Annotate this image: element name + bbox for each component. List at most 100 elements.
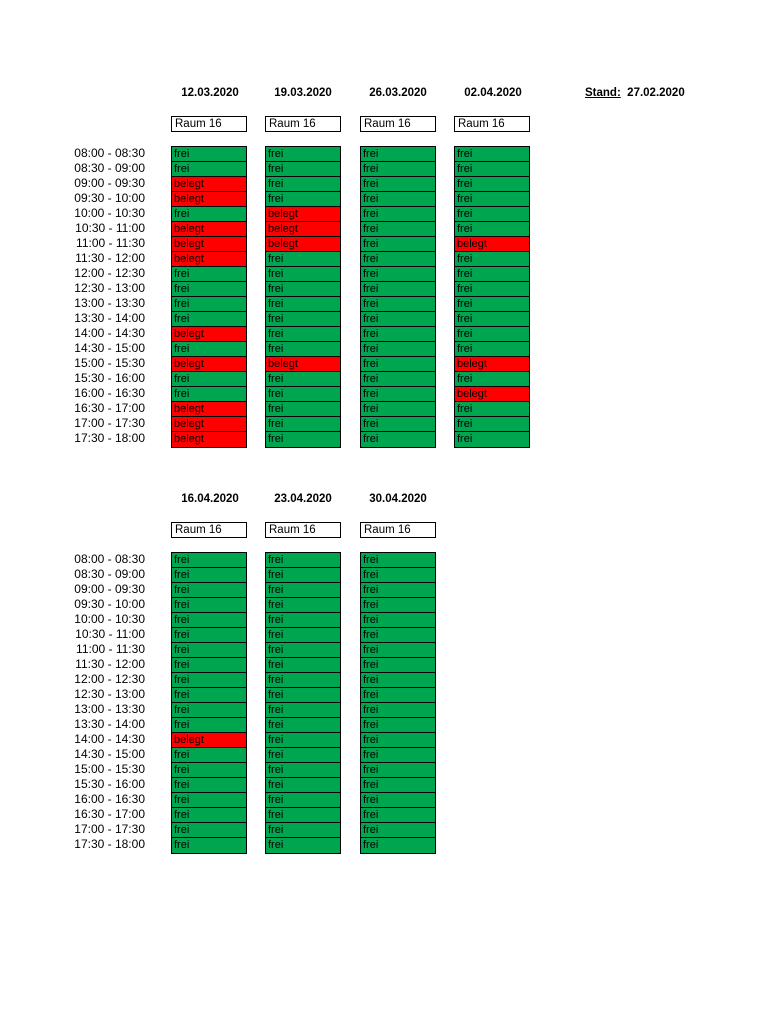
slot-cell-frei: frei — [361, 207, 435, 222]
slot-cell-belegt: belegt — [455, 357, 529, 372]
slot-cell-frei: frei — [455, 147, 529, 162]
time-label: 15:00 - 15:30 — [74, 356, 145, 370]
slot-cell-frei: frei — [266, 703, 340, 718]
time-label: 08:30 - 09:00 — [74, 161, 145, 175]
slot-cell-frei: frei — [266, 673, 340, 688]
date-header: 26.03.2020 — [369, 87, 427, 99]
slot-cell-frei: frei — [361, 402, 435, 417]
slot-cell-frei: frei — [266, 553, 340, 568]
room-label: Raum 16 — [171, 522, 247, 538]
slot-cell-frei: frei — [266, 613, 340, 628]
slot-cell-frei: frei — [361, 703, 435, 718]
slot-cell-frei: frei — [361, 267, 435, 282]
slot-cell-frei: frei — [455, 162, 529, 177]
slot-cell-frei: frei — [172, 628, 246, 643]
time-label: 11:30 - 12:00 — [75, 251, 145, 265]
slot-cell-belegt: belegt — [266, 357, 340, 372]
slot-cell-frei: frei — [266, 312, 340, 327]
slot-cell-frei: frei — [361, 793, 435, 808]
slot-cell-frei: frei — [172, 553, 246, 568]
slot-cell-frei: frei — [361, 778, 435, 793]
slot-cell-frei: frei — [361, 598, 435, 613]
stand-label: Stand: 27.02.2020 — [585, 86, 685, 100]
time-label: 12:00 - 12:30 — [74, 266, 145, 280]
slot-cell-frei: frei — [361, 733, 435, 748]
time-label: 13:00 - 13:30 — [74, 702, 145, 716]
slot-cell-frei: frei — [361, 387, 435, 402]
slot-cell-frei: frei — [455, 267, 529, 282]
slot-cell-belegt: belegt — [172, 432, 246, 447]
slot-cell-frei: frei — [455, 432, 529, 447]
slot-cell-frei: frei — [361, 568, 435, 583]
slot-column: frei frei frei frei frei frei frei frei frei frei… — [360, 552, 436, 854]
time-label: 13:30 - 14:00 — [74, 311, 145, 325]
slot-cell-frei: frei — [172, 372, 246, 387]
slot-cell-belegt: belegt — [455, 237, 529, 252]
slot-cell-frei: frei — [455, 342, 529, 357]
time-label: 10:30 - 11:00 — [75, 221, 145, 235]
stand-date: 27.02.2020 — [627, 87, 685, 99]
slot-cell-frei: frei — [361, 177, 435, 192]
slot-cell-frei: frei — [455, 282, 529, 297]
slot-cell-frei: frei — [361, 342, 435, 357]
slot-cell-frei: frei — [172, 568, 246, 583]
slot-cell-frei: frei — [172, 793, 246, 808]
slot-cell-frei: frei — [172, 267, 246, 282]
time-label: 15:30 - 16:00 — [74, 371, 145, 385]
slot-cell-frei: frei — [455, 312, 529, 327]
room-label: Raum 16 — [265, 522, 341, 538]
slot-column: frei frei frei frei belegt belegt belegt frei fr… — [265, 146, 341, 448]
time-label: 14:00 - 14:30 — [74, 732, 145, 746]
slot-cell-frei: frei — [266, 192, 340, 207]
slot-cell-frei: frei — [266, 763, 340, 778]
slot-cell-frei: frei — [172, 763, 246, 778]
slot-cell-frei: frei — [172, 162, 246, 177]
slot-cell-belegt: belegt — [172, 222, 246, 237]
slot-cell-frei: frei — [361, 312, 435, 327]
slot-cell-frei: frei — [361, 297, 435, 312]
slot-cell-belegt: belegt — [172, 237, 246, 252]
slot-cell-frei: frei — [172, 808, 246, 823]
slot-cell-frei: frei — [172, 147, 246, 162]
slot-cell-frei: frei — [361, 222, 435, 237]
slot-cell-frei: frei — [172, 583, 246, 598]
slot-cell-frei: frei — [172, 658, 246, 673]
slot-cell-belegt: belegt — [172, 192, 246, 207]
slot-cell-frei: frei — [266, 417, 340, 432]
time-label: 14:30 - 15:00 — [74, 341, 145, 355]
slot-cell-frei: frei — [361, 282, 435, 297]
slot-cell-frei: frei — [455, 192, 529, 207]
time-label: 11:00 - 11:30 — [76, 642, 145, 656]
slot-column: frei frei frei frei frei frei belegt frei frei fr… — [454, 146, 530, 448]
slot-cell-frei: frei — [266, 147, 340, 162]
date-header: 12.03.2020 — [181, 87, 239, 99]
slot-cell-frei: frei — [361, 372, 435, 387]
time-label: 10:00 - 10:30 — [74, 612, 145, 626]
room-label: Raum 16 — [360, 522, 436, 538]
slot-cell-frei: frei — [361, 357, 435, 372]
slot-cell-frei: frei — [172, 718, 246, 733]
slot-cell-frei: frei — [266, 177, 340, 192]
slot-cell-frei: frei — [172, 778, 246, 793]
slot-cell-frei: frei — [266, 372, 340, 387]
slot-cell-frei: frei — [266, 733, 340, 748]
slot-cell-frei: frei — [172, 297, 246, 312]
time-label: 17:00 - 17:30 — [74, 822, 145, 836]
slot-cell-frei: frei — [361, 432, 435, 447]
slot-cell-frei: frei — [361, 658, 435, 673]
slot-cell-frei: frei — [266, 387, 340, 402]
slot-cell-frei: frei — [361, 192, 435, 207]
slot-cell-frei: frei — [172, 703, 246, 718]
slot-cell-frei: frei — [455, 222, 529, 237]
slot-cell-belegt: belegt — [172, 327, 246, 342]
time-label: 12:00 - 12:30 — [74, 672, 145, 686]
slot-cell-frei: frei — [266, 658, 340, 673]
slot-cell-frei: frei — [361, 417, 435, 432]
slot-cell-frei: frei — [361, 327, 435, 342]
slot-cell-frei: frei — [266, 808, 340, 823]
slot-cell-frei: frei — [266, 282, 340, 297]
date-header: 30.04.2020 — [369, 493, 427, 505]
time-label: 09:30 - 10:00 — [74, 191, 145, 205]
time-label: 11:00 - 11:30 — [76, 236, 145, 250]
slot-cell-frei: frei — [361, 147, 435, 162]
